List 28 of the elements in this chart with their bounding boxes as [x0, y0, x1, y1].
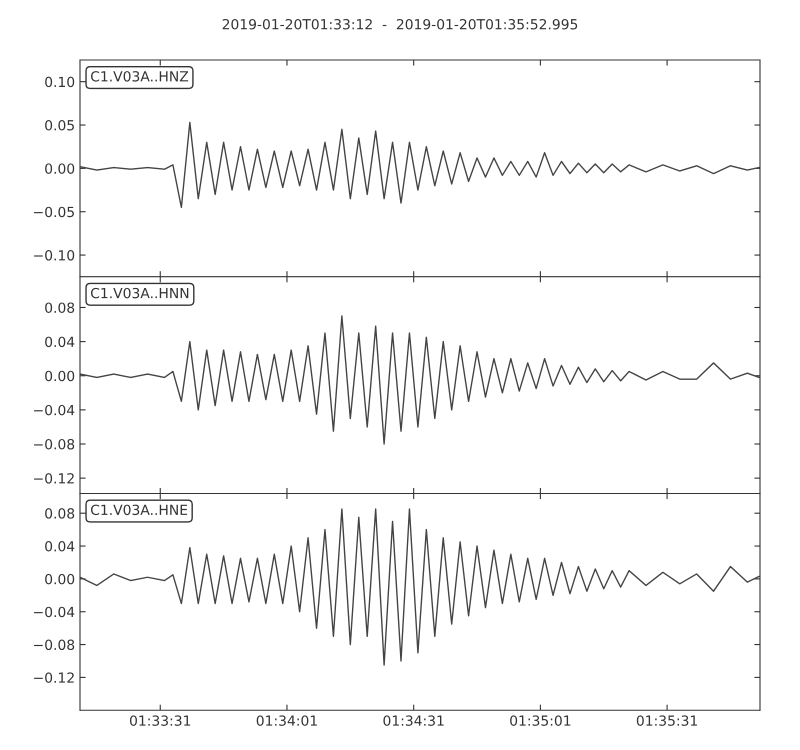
x-tick-label: 01:35:31	[636, 715, 697, 726]
y-tick-label: 0.08	[45, 508, 74, 519]
y-tick-label: −0.12	[34, 672, 74, 683]
y-tick-label: 0.04	[45, 336, 74, 348]
text: C1.V03A..HNE	[90, 504, 188, 516]
x-tick-label: 01:34:31	[383, 715, 444, 726]
y-tick-label: −0.05	[34, 206, 74, 218]
y-tick-label: 0.00	[45, 163, 74, 174]
y-tick-label: 0.10	[45, 76, 74, 88]
y-tick-label: −0.08	[34, 438, 74, 450]
y-tick-label: 0.08	[45, 302, 74, 313]
y-tick-label: −0.12	[34, 473, 74, 484]
y-tick-label: −0.08	[34, 640, 74, 650]
y-tick-label: −0.10	[34, 250, 74, 261]
y-tick-label: −0.04	[34, 606, 74, 618]
y-tick-label: 0.04	[45, 541, 74, 552]
y-tick-label: 0.00	[45, 370, 74, 382]
y-tick-label: 0.05	[45, 120, 74, 130]
y-tick-label: −0.04	[34, 404, 74, 416]
chart-title: 2019-01-20T01:33:12 - 2019-01-20T01:35:52.995	[222, 18, 578, 30]
x-tick-label: 01:35:01	[510, 715, 570, 726]
x-tick-label: 01:34:01	[256, 715, 317, 726]
line-series	[80, 122, 760, 208]
text: C1.V03A..HNN	[90, 288, 188, 298]
line-series	[80, 315, 760, 445]
text: C1.V03A..HNZ	[90, 71, 188, 82]
y-tick-label: 0.00	[45, 574, 74, 584]
x-tick-label: 01:33:31	[130, 715, 190, 726]
